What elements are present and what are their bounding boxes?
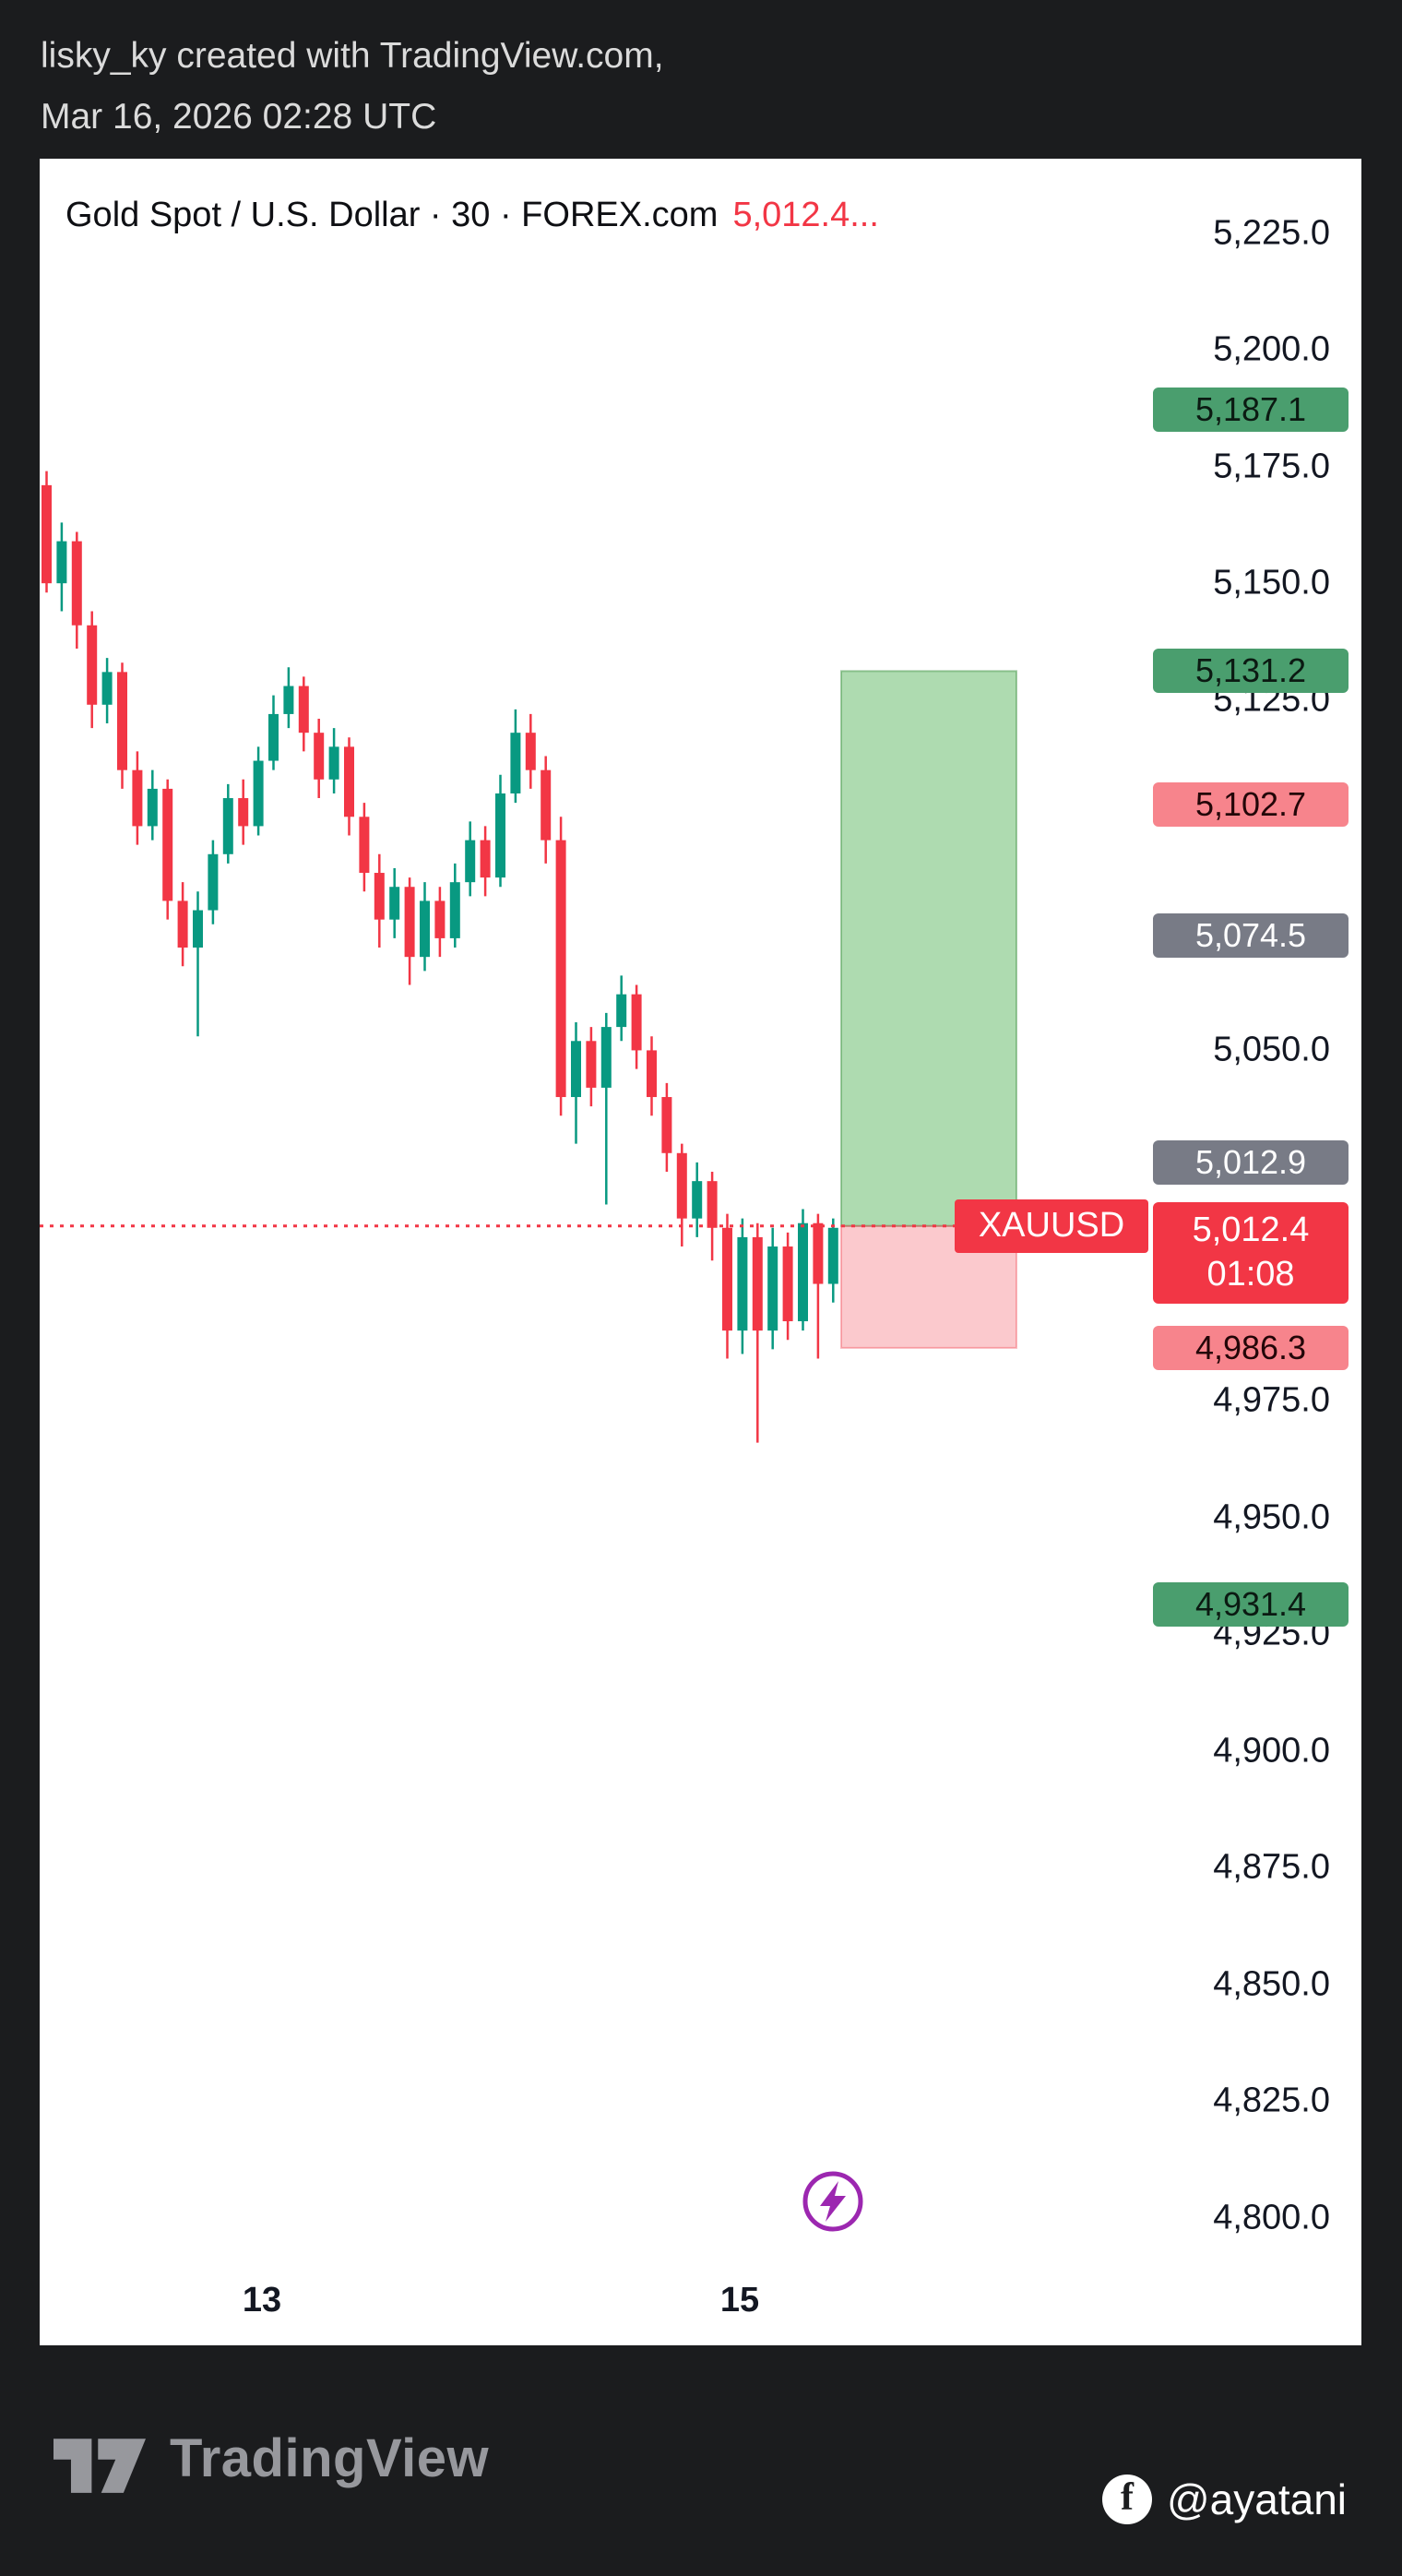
legend-last-price: 5,012.4... [732,196,879,234]
lightning-icon [802,2171,863,2232]
candle-down [525,733,536,770]
candle-down [782,1246,793,1322]
candle-down [631,994,642,1051]
price-level-label[interactable]: 5,131.2 [1153,649,1349,694]
price-level-label[interactable]: 5,187.1 [1153,388,1349,433]
price-axis-tick: 5,175.0 [1213,447,1330,486]
candle-down [344,746,354,817]
tradingview-branding[interactable]: TradingView [53,2423,489,2493]
x-axis-label-13: 13 [242,2281,282,2320]
chart-legend[interactable]: Gold Spot / U.S. Dollar · 30 · FOREX.com… [65,196,879,235]
x-axis-label-15: 15 [719,2281,760,2320]
candle-down [314,733,325,780]
candle-down [752,1236,763,1331]
candle-down [298,686,309,733]
candle-down [676,1152,687,1219]
candle-up [827,1227,838,1284]
watermark-credit: lisky_ky created with TradingView.com, [41,36,664,76]
candle-down [647,1050,657,1098]
candle-down [480,840,491,878]
candle-up [571,1041,581,1098]
candle-up [798,1222,808,1322]
price-axis-tick: 4,800.0 [1213,2198,1330,2237]
price-level-label[interactable]: 4,931.4 [1153,1581,1349,1627]
candle-up [616,994,627,1028]
price-axis-tick: 4,950.0 [1213,1497,1330,1537]
candle-down [374,873,385,920]
candle-up [328,746,339,780]
price-axis-tick: 4,875.0 [1213,1847,1330,1887]
candle-up [737,1236,748,1331]
price-axis-tick: 5,200.0 [1213,329,1330,369]
candle-down [359,817,370,874]
current-price-badge[interactable]: 5,012.4 01:08 [1153,1201,1349,1304]
candle-down [404,887,415,958]
social-handle[interactable]: f @ayatani [1101,2475,1347,2524]
symbol-price-flag[interactable]: XAUUSD [955,1199,1148,1253]
candle-down [555,840,566,1098]
candlestick-plot [40,159,1361,2345]
handle-text: @ayatani [1166,2475,1347,2523]
candle-up [389,887,400,920]
price-level-label[interactable]: 5,074.5 [1153,913,1349,959]
chart-panel: Gold Spot / U.S. Dollar · 30 · FOREX.com… [40,159,1361,2345]
candle-up [420,900,430,958]
candle-down [162,788,173,901]
candle-down [177,900,188,948]
candle-up [283,686,294,714]
candle-up [147,788,158,827]
price-axis-tick: 5,225.0 [1213,213,1330,252]
candle-down [238,798,249,827]
price-axis-tick: 5,050.0 [1213,1030,1330,1069]
candle-up [767,1246,778,1331]
current-price-value: 5,012.4 [1192,1210,1310,1249]
candle-down [707,1181,718,1228]
candle-up [600,1027,612,1088]
facebook-icon: f [1101,2475,1152,2524]
candle-up [253,760,264,827]
price-axis-tick: 4,975.0 [1213,1380,1330,1420]
candle-down [586,1041,597,1088]
price-axis-tick: 5,150.0 [1213,563,1330,602]
price-level-label[interactable]: 5,012.9 [1153,1140,1349,1186]
watermark-timestamp: Mar 16, 2026 02:28 UTC [41,97,437,137]
tradingview-logo-icon [53,2439,146,2493]
symbol-title: Gold Spot / U.S. Dollar · 30 · FOREX.com [65,196,719,234]
price-axis-tick: 4,850.0 [1213,1964,1330,2004]
lightning-badge[interactable] [801,2169,865,2234]
price-level-label[interactable]: 4,986.3 [1153,1325,1349,1370]
watermark: lisky_ky created with TradingView.com, M… [41,26,664,148]
candle-up [692,1181,703,1219]
candle-up [208,853,219,911]
price-level-label[interactable]: 5,102.7 [1153,781,1349,827]
tradingview-brand-text: TradingView [170,2427,490,2488]
candle-up [510,733,521,793]
candle-down [434,900,446,938]
candle-down [117,672,127,770]
candle-down [71,541,82,626]
price-axis-tick: 4,900.0 [1213,1731,1330,1771]
candle-down [813,1222,824,1284]
candle-up [193,910,203,948]
candle-up [268,713,279,761]
bar-countdown: 01:08 [1206,1254,1295,1294]
candle-down [541,769,552,841]
profit-zone[interactable] [840,670,1017,1227]
price-axis[interactable]: 5,225.0 5,200.0 5,175.0 5,150.0 5,125.0 5,050… [40,159,1361,2345]
candle-up [56,541,67,584]
candle-up [222,798,233,854]
candle-down [132,769,143,827]
candle-up [495,793,505,878]
candle-down [87,625,98,705]
price-axis-tick: 4,825.0 [1213,2081,1330,2120]
candle-down [661,1097,672,1153]
symbol-flag-label: XAUUSD [978,1206,1125,1246]
candle-up [449,882,460,938]
candle-up [101,672,113,705]
candle-down [722,1227,732,1331]
candle-up [465,840,476,883]
candle-down [42,484,52,584]
